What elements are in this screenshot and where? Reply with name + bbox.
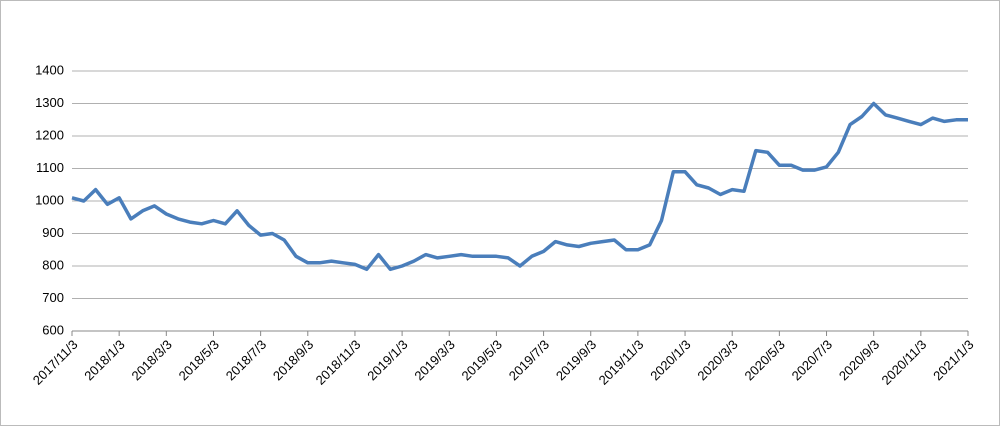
- line-series: [71, 101, 968, 272]
- y-tick-label: 900: [42, 225, 64, 240]
- y-tick-label: 1400: [35, 62, 64, 77]
- y-tick-label: 700: [42, 290, 64, 305]
- y-tick-label: 600: [42, 322, 64, 337]
- y-tick-label: 800: [42, 257, 64, 272]
- y-tick-label: 1300: [35, 95, 64, 110]
- y-tick-label: 1000: [35, 192, 64, 207]
- y-tick-label: 1100: [36, 160, 64, 175]
- y-tick-label: 1200: [35, 127, 64, 142]
